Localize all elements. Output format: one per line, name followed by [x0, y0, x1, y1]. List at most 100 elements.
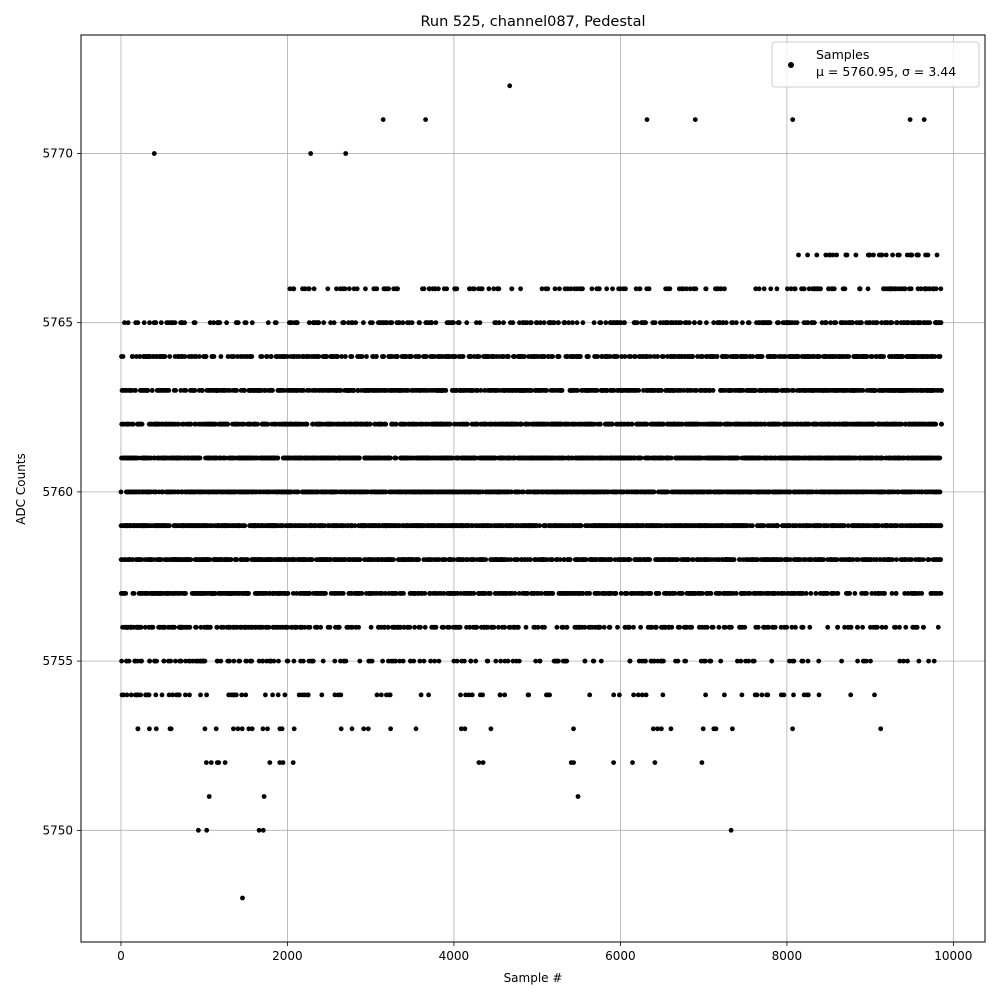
data-point	[332, 320, 337, 325]
data-point	[524, 625, 529, 630]
data-point	[483, 557, 488, 562]
data-point	[154, 659, 159, 664]
data-point	[274, 320, 279, 325]
data-point	[198, 456, 203, 461]
data-point	[162, 659, 167, 664]
data-point	[434, 625, 439, 630]
data-point	[172, 625, 177, 630]
data-point	[119, 490, 124, 495]
data-point	[557, 286, 562, 291]
data-point	[603, 320, 608, 325]
data-point	[575, 320, 580, 325]
data-point	[209, 760, 214, 765]
data-point	[487, 286, 492, 291]
data-point	[583, 659, 588, 664]
data-point	[610, 286, 615, 291]
data-point	[200, 388, 205, 393]
data-point	[444, 286, 449, 291]
data-point	[139, 659, 144, 664]
data-point	[261, 726, 266, 731]
data-point	[455, 659, 460, 664]
data-point	[347, 286, 352, 291]
data-point	[339, 726, 344, 731]
data-point	[307, 286, 312, 291]
data-point	[608, 625, 613, 630]
data-point	[489, 726, 494, 731]
data-point	[292, 659, 297, 664]
data-point	[316, 320, 321, 325]
data-point	[237, 659, 242, 664]
data-point	[598, 625, 603, 630]
data-point	[418, 625, 423, 630]
data-point	[204, 354, 209, 359]
data-point	[417, 354, 422, 359]
data-point	[516, 625, 521, 630]
data-point	[386, 625, 391, 630]
data-point	[441, 625, 446, 630]
data-point	[145, 388, 150, 393]
data-point	[472, 286, 477, 291]
data-point	[125, 693, 130, 698]
data-point	[448, 422, 453, 427]
data-point	[571, 726, 576, 731]
data-point	[240, 726, 245, 731]
data-point	[301, 659, 306, 664]
data-point	[480, 286, 485, 291]
data-point	[393, 659, 398, 664]
data-point	[395, 286, 400, 291]
data-point	[214, 726, 219, 731]
data-point	[375, 693, 380, 698]
data-point	[517, 659, 522, 664]
data-point	[121, 354, 126, 359]
data-point	[506, 659, 511, 664]
data-point	[463, 726, 468, 731]
data-point	[529, 320, 534, 325]
data-point	[335, 354, 340, 359]
data-point	[591, 659, 596, 664]
data-point	[183, 693, 188, 698]
data-point	[242, 523, 247, 528]
data-point	[208, 625, 213, 630]
data-point	[498, 659, 503, 664]
data-point	[281, 760, 286, 765]
data-point	[560, 388, 565, 393]
data-point	[245, 557, 250, 562]
data-point	[234, 388, 239, 393]
data-point	[465, 422, 470, 427]
data-point	[587, 591, 592, 596]
data-point	[470, 693, 475, 698]
data-point	[265, 726, 270, 731]
data-point	[127, 659, 132, 664]
data-point	[229, 557, 234, 562]
data-point	[283, 693, 288, 698]
data-point	[350, 354, 355, 359]
data-point	[604, 286, 609, 291]
data-point	[291, 760, 296, 765]
data-point	[159, 320, 164, 325]
data-point	[408, 625, 413, 630]
data-point	[183, 591, 188, 596]
data-point	[422, 659, 427, 664]
data-point	[266, 320, 271, 325]
data-point	[542, 625, 547, 630]
data-point	[451, 320, 456, 325]
data-point	[296, 490, 301, 495]
data-point	[270, 388, 275, 393]
data-point	[474, 625, 479, 630]
data-point	[381, 354, 386, 359]
data-point	[295, 320, 300, 325]
data-point	[409, 354, 414, 359]
data-point	[426, 693, 431, 698]
data-point	[570, 320, 575, 325]
data-point	[360, 354, 365, 359]
data-point	[276, 693, 281, 698]
data-point	[581, 320, 586, 325]
data-point	[246, 591, 251, 596]
data-point	[250, 726, 255, 731]
data-point	[242, 388, 247, 393]
data-point	[386, 286, 391, 291]
data-point	[614, 591, 619, 596]
data-point	[249, 659, 254, 664]
